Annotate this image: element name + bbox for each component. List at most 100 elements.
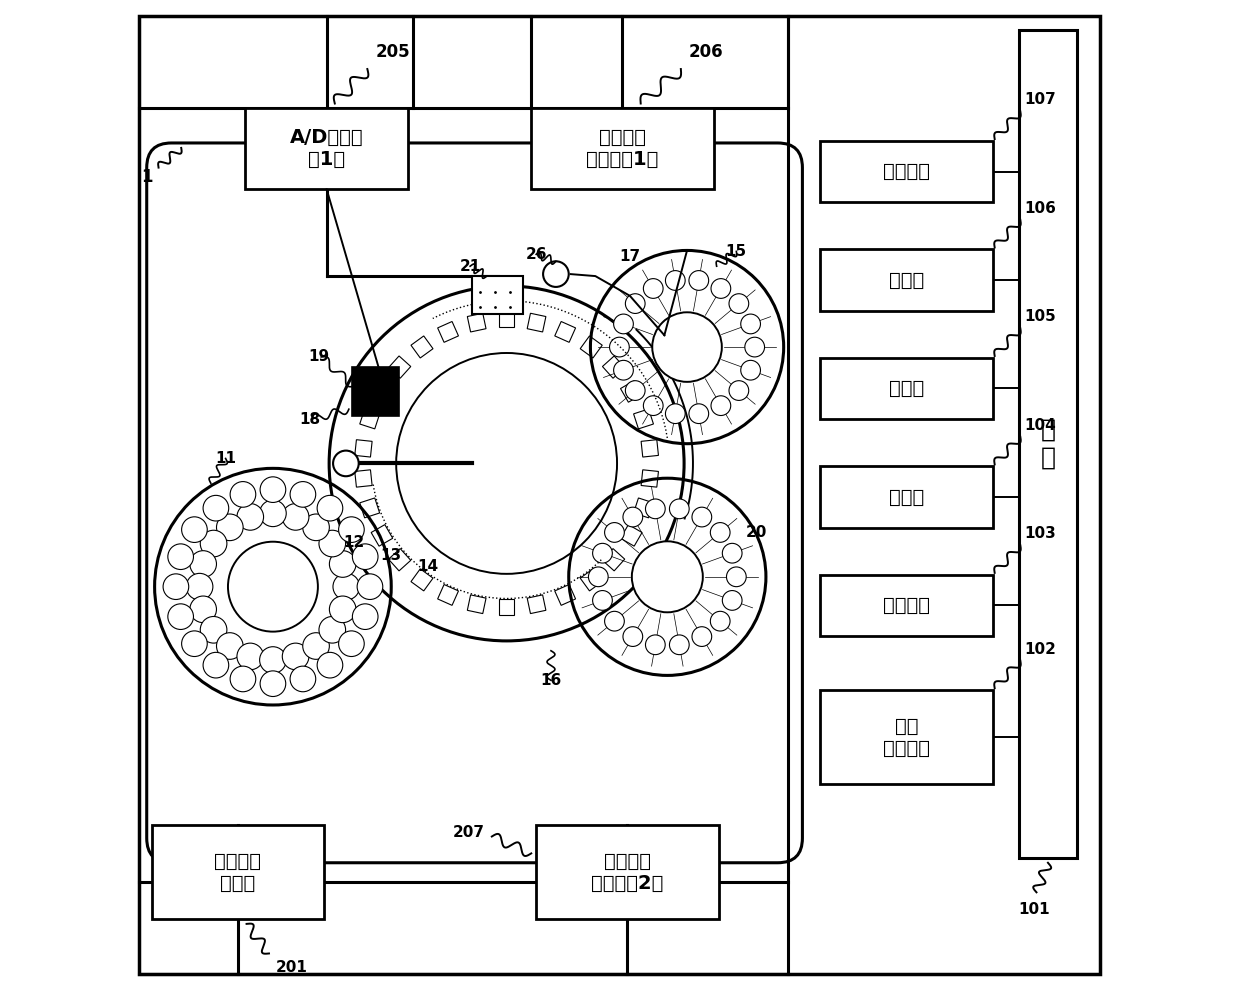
Circle shape <box>711 395 730 415</box>
Circle shape <box>181 631 207 657</box>
Circle shape <box>622 507 642 527</box>
Polygon shape <box>438 585 459 605</box>
Polygon shape <box>620 525 642 546</box>
Bar <box>352 367 399 416</box>
Bar <box>820 249 993 311</box>
Circle shape <box>646 499 665 519</box>
Bar <box>472 276 523 314</box>
Polygon shape <box>620 381 642 402</box>
Circle shape <box>644 279 663 299</box>
Circle shape <box>670 635 689 655</box>
Polygon shape <box>371 525 393 546</box>
Circle shape <box>339 631 365 657</box>
Polygon shape <box>580 569 603 591</box>
Circle shape <box>723 543 742 563</box>
Circle shape <box>614 360 634 380</box>
Bar <box>151 825 324 919</box>
Text: 11: 11 <box>215 451 236 466</box>
Circle shape <box>259 500 286 527</box>
Polygon shape <box>371 381 393 402</box>
Circle shape <box>666 270 686 290</box>
Circle shape <box>283 504 309 530</box>
Circle shape <box>203 495 228 521</box>
Text: 12: 12 <box>343 534 365 550</box>
Polygon shape <box>580 336 603 358</box>
Circle shape <box>593 591 613 610</box>
Text: 打印机: 打印机 <box>889 270 924 290</box>
Bar <box>820 575 993 636</box>
Circle shape <box>203 653 228 678</box>
Text: 显示装置: 显示装置 <box>883 596 930 615</box>
Circle shape <box>357 574 383 599</box>
Polygon shape <box>527 314 546 332</box>
Circle shape <box>652 313 722 382</box>
Bar <box>820 690 993 784</box>
Polygon shape <box>554 321 575 342</box>
Polygon shape <box>388 548 410 571</box>
Circle shape <box>186 573 213 599</box>
Polygon shape <box>410 569 433 591</box>
Circle shape <box>740 315 760 334</box>
Circle shape <box>260 477 285 503</box>
Circle shape <box>181 517 207 542</box>
Circle shape <box>711 611 730 631</box>
Circle shape <box>352 544 378 570</box>
Polygon shape <box>634 498 653 518</box>
Text: 计算机: 计算机 <box>889 379 924 398</box>
Circle shape <box>319 616 346 643</box>
Bar <box>820 466 993 528</box>
Circle shape <box>334 451 358 476</box>
Polygon shape <box>634 409 653 429</box>
Circle shape <box>711 279 730 299</box>
Circle shape <box>231 667 255 692</box>
Polygon shape <box>467 314 486 332</box>
Circle shape <box>605 611 624 631</box>
Circle shape <box>745 337 765 357</box>
Text: 1: 1 <box>141 169 153 186</box>
Circle shape <box>605 523 624 542</box>
Text: 输入装置: 输入装置 <box>883 162 930 181</box>
Circle shape <box>692 627 712 647</box>
Text: 14: 14 <box>417 559 438 575</box>
Circle shape <box>317 653 342 678</box>
Circle shape <box>689 404 708 424</box>
Circle shape <box>625 381 645 400</box>
Text: 26: 26 <box>526 246 547 262</box>
Text: 19: 19 <box>309 349 330 365</box>
Circle shape <box>339 517 365 542</box>
Circle shape <box>729 294 749 314</box>
Circle shape <box>589 567 608 587</box>
FancyBboxPatch shape <box>146 143 802 863</box>
Circle shape <box>283 643 309 669</box>
Text: 101: 101 <box>1018 902 1049 917</box>
Text: 试剂分注
控制部（2）: 试剂分注 控制部（2） <box>591 852 663 892</box>
Text: 样本分注
控制部: 样本分注 控制部 <box>215 852 262 892</box>
Polygon shape <box>603 548 625 571</box>
Polygon shape <box>641 440 658 458</box>
Circle shape <box>692 507 712 527</box>
Text: 存储器: 存储器 <box>889 487 924 507</box>
Polygon shape <box>603 356 625 379</box>
Bar <box>246 108 408 189</box>
Circle shape <box>330 551 356 578</box>
Circle shape <box>190 551 217 578</box>
Circle shape <box>622 627 642 647</box>
Circle shape <box>352 603 378 629</box>
Circle shape <box>201 616 227 643</box>
Circle shape <box>644 395 663 415</box>
Polygon shape <box>467 595 486 613</box>
Polygon shape <box>410 336 433 358</box>
Text: 17: 17 <box>619 248 640 264</box>
Polygon shape <box>355 469 372 487</box>
Circle shape <box>303 633 330 660</box>
Bar <box>536 825 719 919</box>
Polygon shape <box>554 585 575 605</box>
Text: 21: 21 <box>460 258 481 274</box>
Circle shape <box>740 360 760 380</box>
Circle shape <box>632 541 703 612</box>
Bar <box>531 108 714 189</box>
Bar <box>1019 30 1076 858</box>
Text: 20: 20 <box>745 525 766 540</box>
Circle shape <box>723 591 742 610</box>
Circle shape <box>167 603 193 629</box>
